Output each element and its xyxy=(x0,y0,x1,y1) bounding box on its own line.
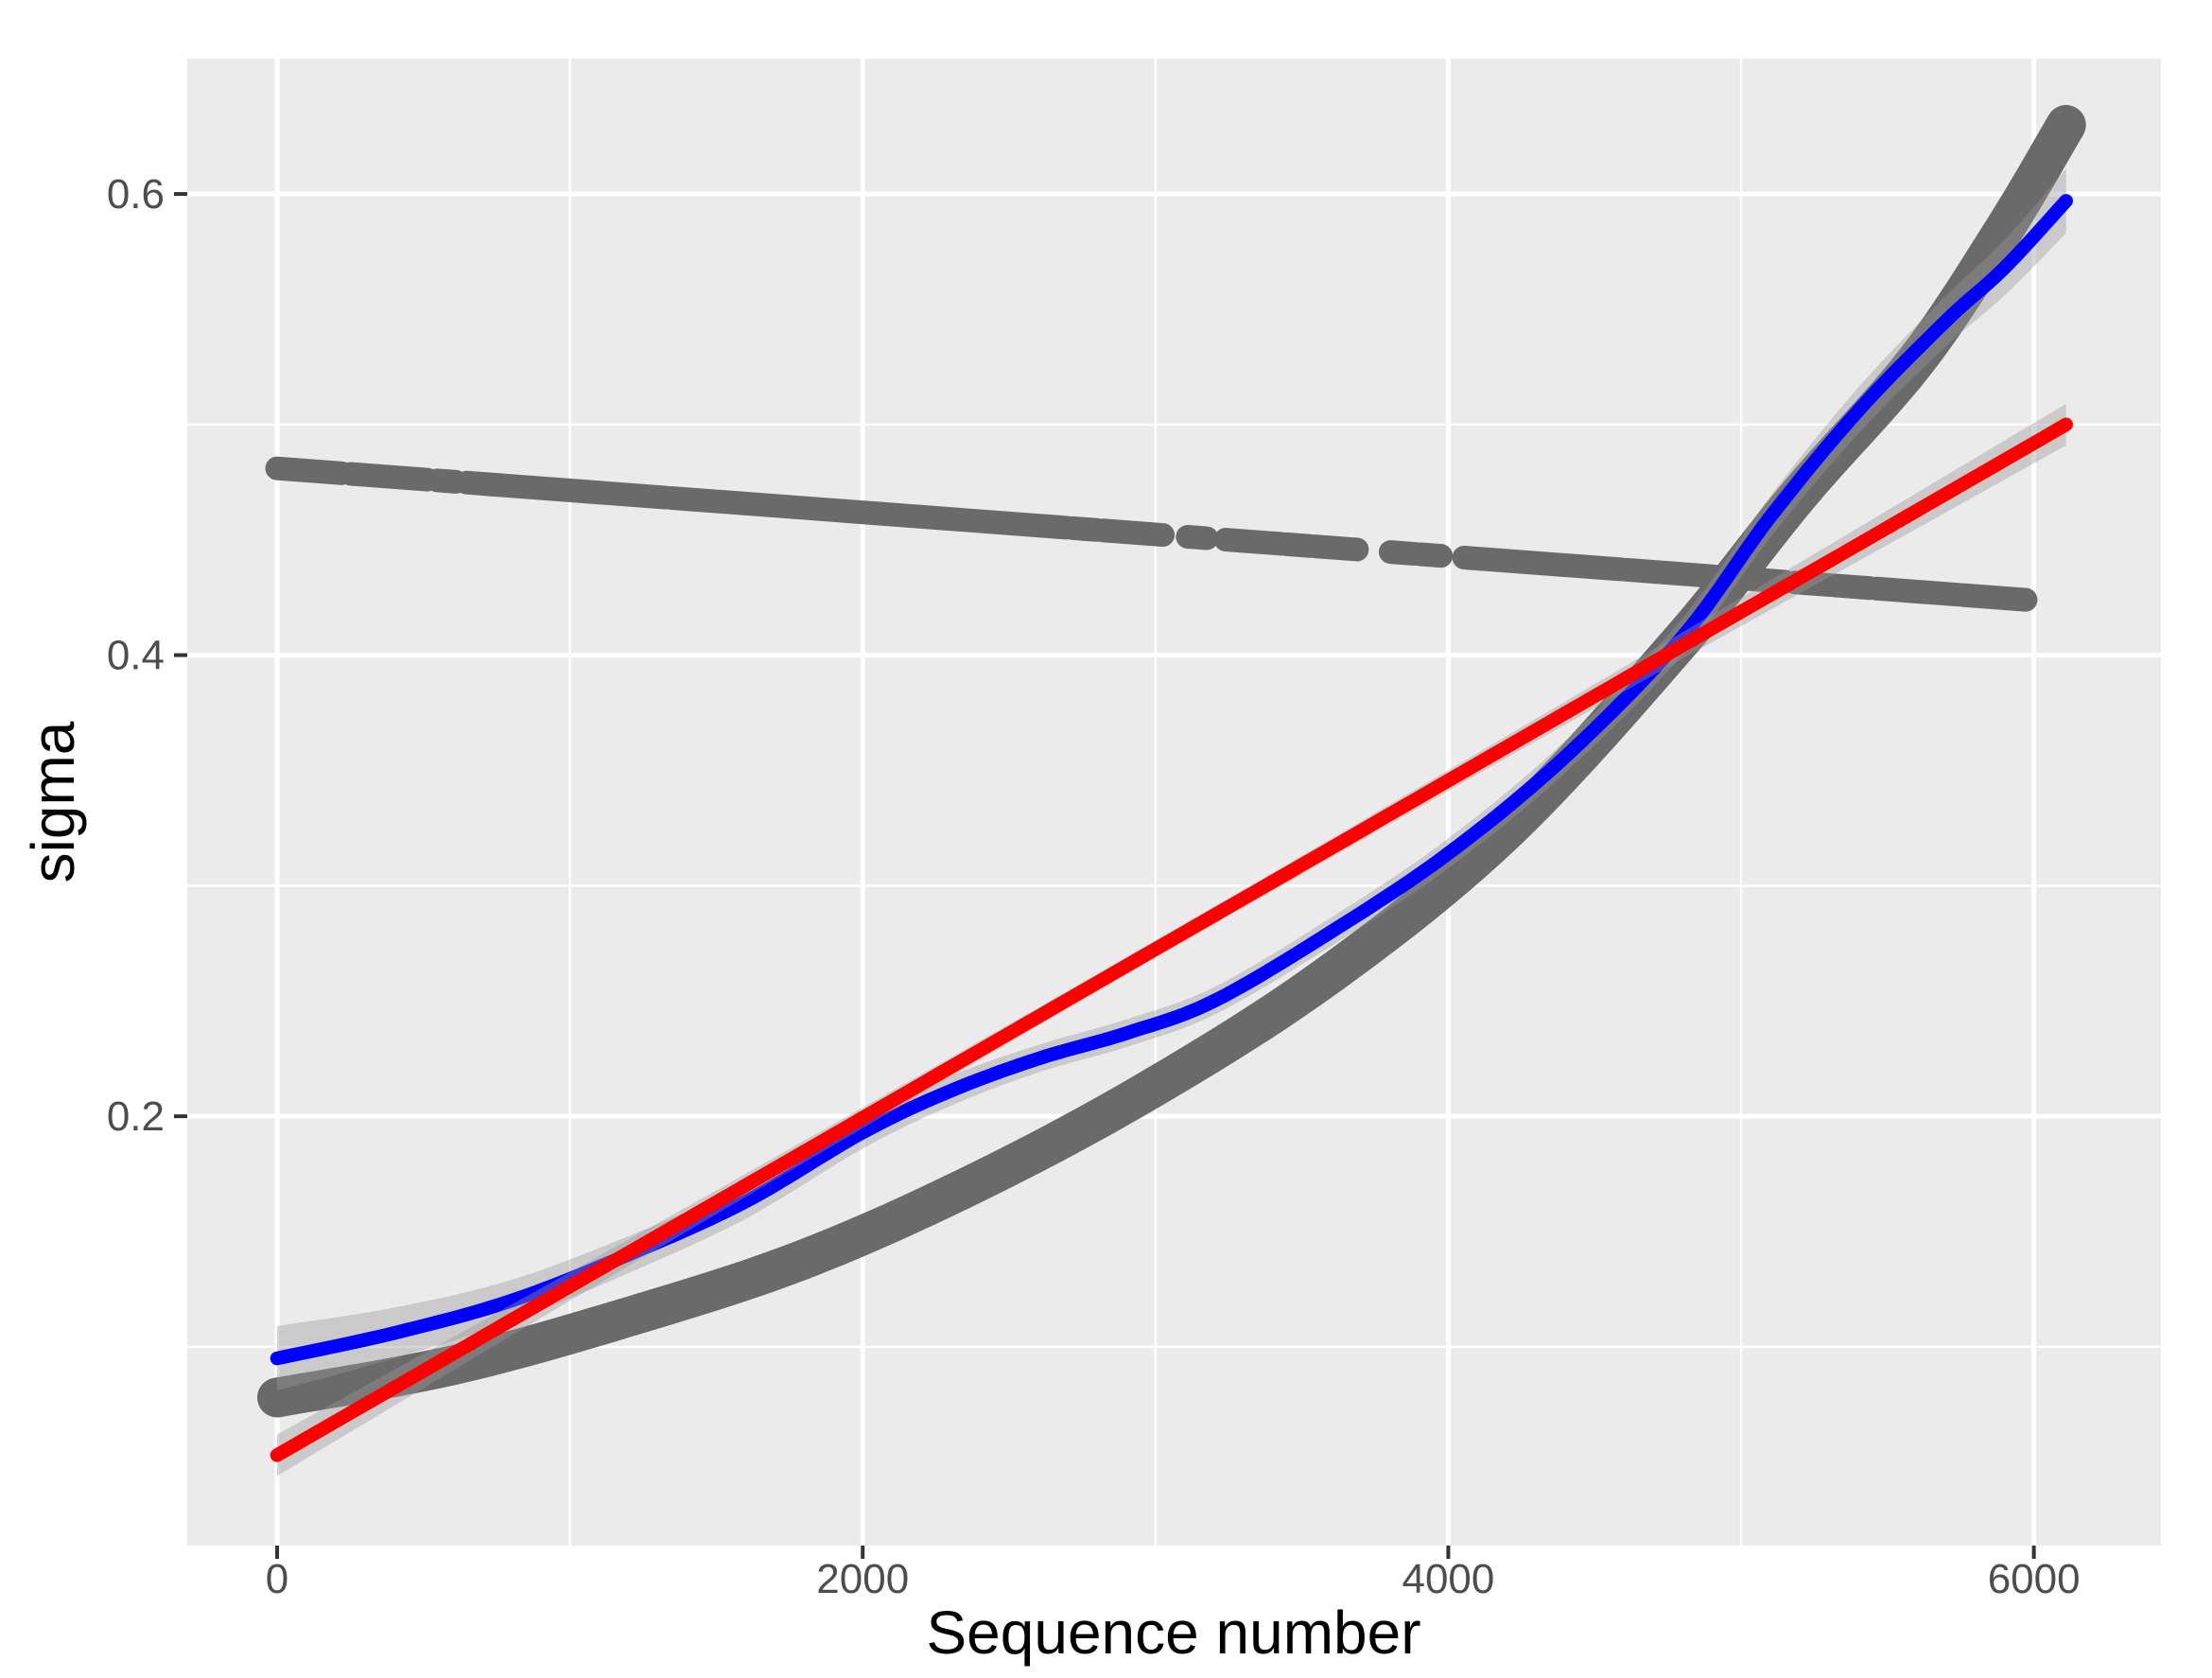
dashed-point-run xyxy=(339,462,440,492)
dashed-point-run xyxy=(1213,528,1294,556)
dashed-point-run xyxy=(1613,557,1724,588)
dashed-point-run xyxy=(1176,525,1219,551)
dashed-point-run xyxy=(265,456,354,485)
x-tick-label: 0 xyxy=(266,1556,288,1602)
y-tick-label: 0.6 xyxy=(107,171,165,218)
x-tick-label: 4000 xyxy=(1402,1556,1494,1602)
panel-layer xyxy=(187,59,2161,1546)
dashed-point-run xyxy=(488,473,678,510)
major-gridlines xyxy=(187,59,2161,1546)
dashed-point-run xyxy=(1822,573,1882,601)
dashed-point-run xyxy=(1303,534,1369,562)
y-tick-label: 0.4 xyxy=(107,633,165,679)
x-tick-label: 2000 xyxy=(816,1556,909,1602)
dashed-point-run xyxy=(1864,576,1970,607)
y-tick-label: 0.2 xyxy=(107,1093,165,1140)
dashed-point-run xyxy=(1090,518,1176,548)
dashed-point-run xyxy=(1950,583,2038,612)
dashed-point-run xyxy=(660,486,1078,540)
declining-dashed-points xyxy=(265,456,2038,612)
dashed-point-run xyxy=(1452,545,1632,582)
y-axis-title: sigma xyxy=(19,721,87,883)
rising-thick-gray-points xyxy=(257,105,2086,1418)
red-linear-smooth xyxy=(270,417,2073,1462)
x-tick-label: 6000 xyxy=(1988,1556,2081,1602)
axis-layer: 0 2000 4000 6000 0.2 0.4 0.6 xyxy=(107,171,2081,1602)
dashed-point-run xyxy=(1408,542,1454,568)
x-axis-title: Sequence number xyxy=(926,1599,1420,1667)
